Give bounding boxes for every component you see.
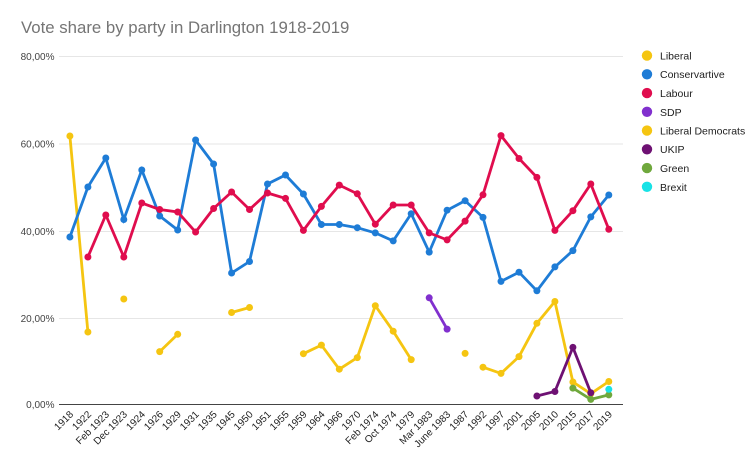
svg-text:20,00%: 20,00%	[21, 314, 55, 325]
svg-text:Vote share by party in Darling: Vote share by party in Darlington 1918-2…	[21, 18, 349, 37]
svg-text:Brexit: Brexit	[660, 182, 687, 194]
svg-text:80,00%: 80,00%	[21, 52, 55, 63]
svg-text:40,00%: 40,00%	[21, 227, 55, 238]
svg-text:0,00%: 0,00%	[26, 400, 54, 411]
svg-text:60,00%: 60,00%	[21, 140, 55, 151]
svg-text:Conservartive: Conservartive	[660, 69, 725, 81]
svg-text:Green: Green	[660, 163, 689, 175]
svg-text:Liberal Democrats: Liberal Democrats	[660, 126, 745, 138]
svg-text:UKIP: UKIP	[660, 144, 685, 156]
svg-text:Liberal: Liberal	[660, 51, 692, 63]
svg-text:Labour: Labour	[660, 88, 693, 100]
svg-text:SDP: SDP	[660, 107, 682, 119]
